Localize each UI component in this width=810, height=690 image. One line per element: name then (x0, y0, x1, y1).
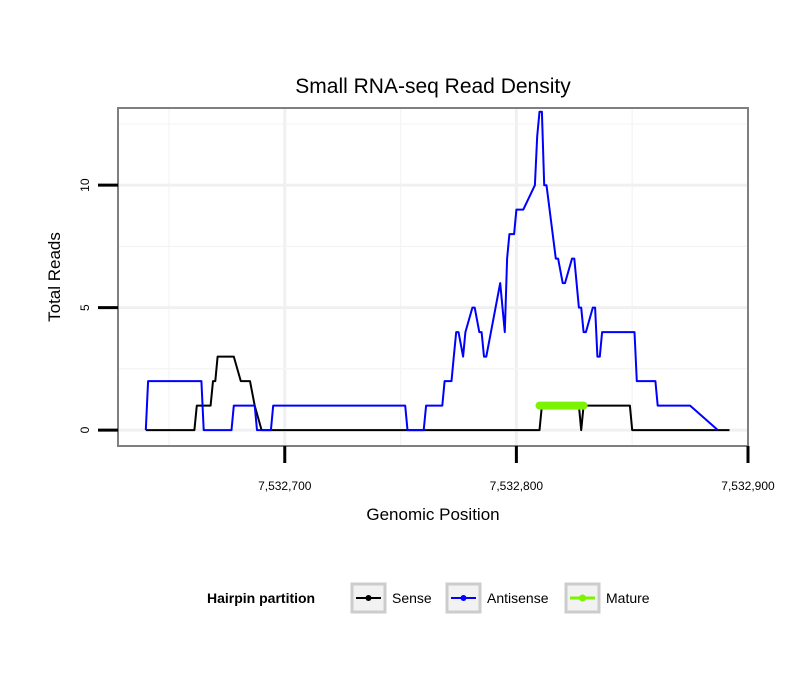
x-axis-title: Genomic Position (366, 505, 499, 524)
series-lines (144, 110, 730, 432)
y-tick-label: 10 (78, 178, 92, 192)
y-tick-label: 0 (78, 426, 92, 433)
legend-key-mature-point (579, 594, 586, 602)
y-tick-label: 5 (78, 304, 92, 311)
legend-label-sense: Sense (392, 590, 432, 606)
x-tick-label: 7,532,800 (490, 479, 544, 493)
legend-title: Hairpin partition (207, 590, 315, 606)
legend-label-antisense: Antisense (487, 590, 549, 606)
legend-label-mature: Mature (606, 590, 650, 606)
x-tick-label: 7,532,900 (721, 479, 775, 493)
plot-border (117, 107, 749, 447)
legend: Hairpin partition Sense Antisense Mature (207, 582, 650, 614)
legend-key-sense-point (365, 595, 372, 601)
chart-title: Small RNA-seq Read Density (295, 75, 571, 98)
x-tick-label: 7,532,700 (258, 479, 312, 493)
y-axis-title: Total Reads (45, 232, 64, 322)
plot-panel (118, 108, 748, 446)
series-line-antisense (144, 110, 719, 432)
axes: 7,532,700 7,532,800 7,532,900 0 5 10 (78, 178, 775, 493)
legend-key-antisense-point (460, 595, 467, 601)
